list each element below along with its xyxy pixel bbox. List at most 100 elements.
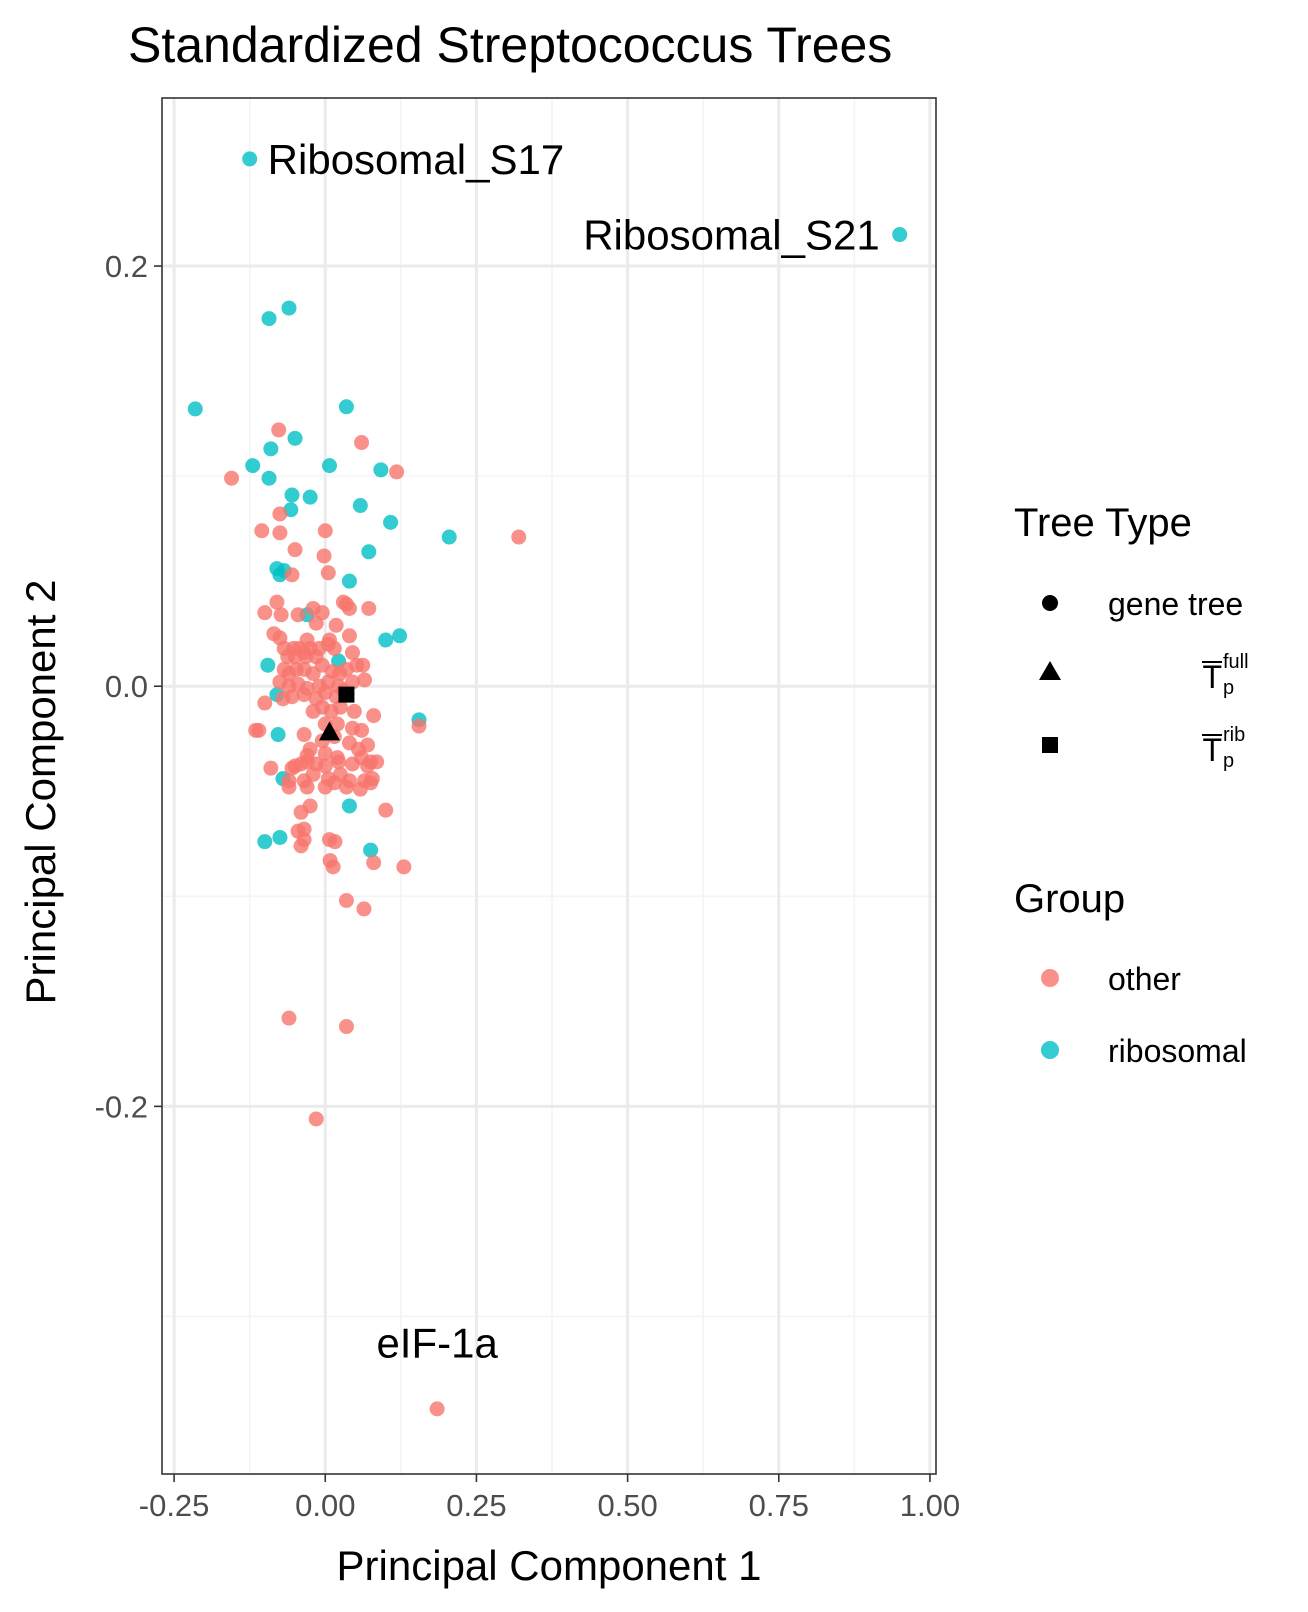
data-point-other [320, 565, 336, 581]
data-point-other [224, 470, 240, 486]
y-tick-label: 0.0 [105, 669, 148, 704]
y-tick-label: -0.2 [95, 1089, 148, 1124]
data-point-other [269, 594, 285, 610]
data-point-other [287, 649, 303, 665]
data-point-other [317, 758, 333, 774]
x-tick-label: 0.25 [446, 1488, 506, 1523]
data-point-other [257, 695, 273, 711]
data-point-other [272, 525, 288, 541]
legend-label-superscript: rib [1223, 724, 1245, 746]
data-point-other [341, 600, 357, 616]
legend-label-main: T [1202, 732, 1222, 768]
data-point-ribosomal [245, 458, 261, 474]
data-point-other [263, 760, 279, 776]
data-point-ribosomal [363, 842, 379, 858]
data-point-other [356, 901, 372, 917]
data-point-other [326, 640, 342, 656]
legend-label-superscript: full [1223, 651, 1249, 673]
data-point-ribosomal [272, 829, 288, 845]
data-point-other [273, 607, 289, 623]
legend-label: other [1108, 961, 1181, 997]
data-point-other [341, 628, 357, 644]
data-point-other [396, 859, 412, 875]
x-tick-label: 0.75 [749, 1488, 809, 1523]
plot-panel-background [162, 98, 936, 1474]
data-point-other [299, 779, 315, 795]
data-point-ribosomal [338, 399, 354, 415]
data-point-ribosomal [263, 441, 279, 457]
x-tick-label: 0.50 [597, 1488, 657, 1523]
legend-label: ribosomal [1108, 1033, 1247, 1069]
data-point-other [254, 523, 270, 539]
data-point-other [271, 422, 287, 438]
data-point-ribosomal [260, 657, 276, 673]
data-point-other [366, 708, 382, 724]
data-point-other [248, 722, 264, 738]
data-point-other [327, 834, 343, 850]
data-point-other [317, 523, 333, 539]
data-point-ribosomal [373, 462, 389, 478]
legend-key-triangle [1039, 661, 1061, 680]
point-annotation: eIF-1a [376, 1319, 498, 1366]
data-point-other [290, 607, 306, 623]
x-tick-label: 0.00 [295, 1488, 355, 1523]
plot-panel [162, 98, 936, 1474]
data-point-ribosomal [281, 300, 297, 316]
data-point-other [378, 802, 394, 818]
legend-label-main: T [1202, 659, 1222, 695]
data-point-other [331, 754, 347, 770]
data-point-other [272, 506, 288, 522]
data-point-other [511, 529, 527, 545]
reference-point-full [318, 721, 340, 741]
data-point-ribosomal [361, 544, 377, 560]
legend-group-title: Group [1014, 877, 1125, 921]
chart-title: Standardized Streptococcus Trees [128, 17, 892, 73]
data-point-other [344, 756, 360, 772]
data-point-other [355, 657, 371, 673]
legend-label-subscript: p [1223, 677, 1234, 699]
data-point-ribosomal [187, 401, 203, 417]
data-point-other [338, 1019, 354, 1035]
data-point-other [354, 722, 370, 738]
point-annotations: Ribosomal_S17 Ribosomal_S21 eIF-1a [268, 136, 880, 1366]
data-point-ribosomal [378, 632, 394, 648]
legend-group: Group other ribosomal [1014, 877, 1247, 1069]
y-tick-label: 0.2 [105, 249, 148, 284]
data-point-ribosomal [441, 529, 457, 545]
data-point-ribosomal [257, 834, 273, 850]
point-annotation: Ribosomal_S17 [268, 136, 565, 183]
data-point-other [363, 775, 379, 791]
legend-key-other [1041, 969, 1059, 987]
data-point-other [354, 435, 370, 451]
data-point-ribosomal [383, 514, 399, 530]
legend-tree-type-title: Tree Type [1014, 501, 1192, 545]
legend-key-square [1042, 737, 1058, 753]
data-point-other [325, 859, 341, 875]
data-point-other [360, 758, 376, 774]
data-point-other [257, 605, 273, 621]
x-tick-label: 1.00 [900, 1488, 960, 1523]
data-point-ribosomal [302, 489, 318, 505]
data-point-other [293, 838, 309, 854]
data-point-other [281, 1010, 297, 1026]
point-annotation: Ribosomal_S21 [583, 212, 880, 259]
legend-label-subscript: p [1223, 750, 1234, 772]
data-point-ribosomal [270, 727, 286, 743]
data-point-ribosomal [284, 487, 300, 503]
data-point-other [308, 615, 324, 631]
reference-point-rib [338, 686, 355, 703]
data-point-other [284, 760, 300, 776]
data-point-other [305, 766, 321, 782]
data-point-ribosomal [392, 628, 408, 644]
data-point-other [361, 600, 377, 616]
legend-label: gene tree [1108, 586, 1243, 622]
data-point-other [346, 703, 362, 719]
data-point-other [326, 775, 342, 791]
gridlines [162, 98, 936, 1474]
x-tick-label: -0.25 [139, 1488, 210, 1523]
data-point-other [296, 687, 312, 703]
legend-key-ribosomal [1041, 1041, 1059, 1059]
data-point-ribosomal [352, 498, 368, 514]
